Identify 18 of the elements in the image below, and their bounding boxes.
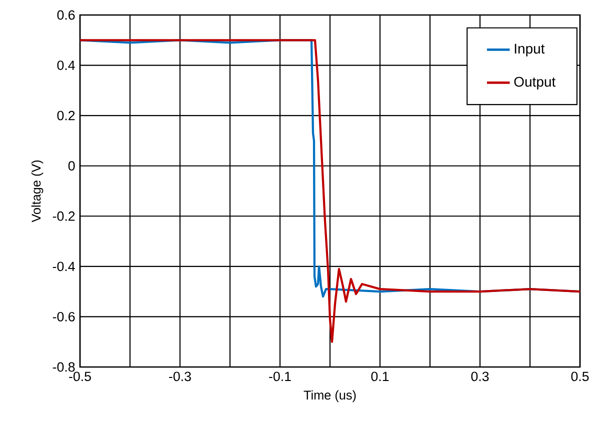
y-tick-label: 0.4 bbox=[57, 60, 75, 70]
y-tick-label: -0.8 bbox=[52, 362, 75, 372]
x-tick-label: 0.3 bbox=[471, 372, 489, 382]
y-tick-label: -0.6 bbox=[52, 312, 75, 322]
x-tick-label: -0.5 bbox=[69, 372, 91, 382]
x-tick-label: -0.1 bbox=[269, 372, 291, 382]
x-tick-label: 0.1 bbox=[371, 372, 389, 382]
y-tick-label: 0.2 bbox=[57, 110, 75, 120]
legend-label: Input bbox=[514, 44, 545, 56]
y-tick-label: -0.4 bbox=[52, 262, 75, 272]
y-tick-label: 0.6 bbox=[57, 10, 75, 20]
y-tick-label: -0.2 bbox=[52, 211, 75, 221]
x-tick-label: -0.3 bbox=[169, 372, 191, 382]
y-axis-title: Voltage (V) bbox=[31, 160, 44, 222]
legend-label: Output bbox=[514, 76, 556, 90]
x-axis-title: Time (us) bbox=[304, 390, 356, 402]
y-tick-label: 0 bbox=[68, 161, 75, 171]
x-tick-label: 0.5 bbox=[571, 372, 589, 382]
